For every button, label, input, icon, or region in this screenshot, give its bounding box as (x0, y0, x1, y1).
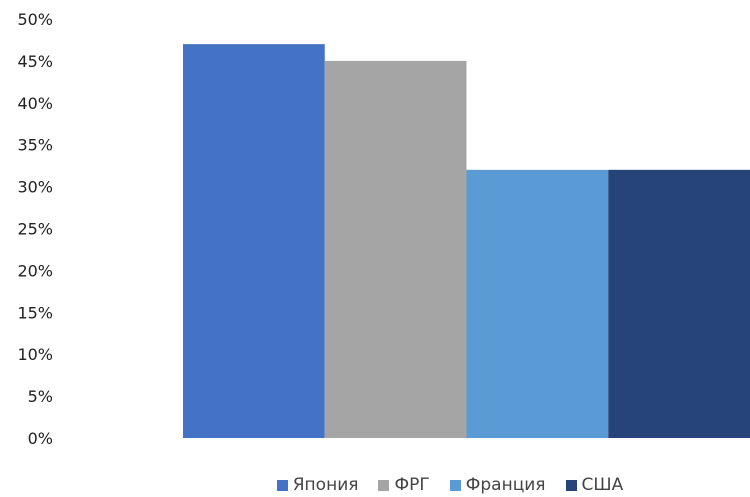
y-tick-label: 5% (28, 387, 53, 406)
legend-swatch (378, 479, 390, 491)
legend-swatch (565, 479, 577, 491)
bar-2 (324, 60, 467, 439)
y-tick-label: 35% (17, 136, 53, 155)
legend-item: США (565, 475, 624, 495)
bar-4 (608, 169, 750, 438)
y-tick-label: 15% (17, 303, 53, 322)
legend-item: Япония (276, 475, 359, 495)
legend: Япония ФРГ Франция США (0, 473, 750, 497)
legend-label: ФРГ (394, 475, 430, 495)
y-tick-label: 50% (17, 10, 53, 29)
legend-item: ФРГ (378, 475, 430, 495)
y-tick-label: 10% (17, 345, 53, 364)
bar-1 (183, 44, 325, 438)
bar-3 (466, 169, 609, 438)
legend-label: Франция (465, 475, 546, 495)
legend-item: Франция (449, 475, 546, 495)
y-tick-label: 45% (17, 52, 53, 71)
legend-swatch (276, 479, 288, 491)
legend-swatch (449, 479, 461, 491)
legend-label: США (581, 475, 624, 495)
y-tick-label: 30% (17, 178, 53, 197)
y-tick-label: 40% (17, 94, 53, 113)
y-tick-label: 20% (17, 261, 53, 280)
y-tick-label: 25% (17, 220, 53, 239)
y-axis: 0% 5% 10% 15% 20% 25% 30% 35% 40% 45% 50% (17, 10, 53, 448)
legend-label: Япония (292, 475, 359, 495)
bars-group (183, 44, 750, 439)
y-tick-label: 0% (28, 429, 53, 448)
